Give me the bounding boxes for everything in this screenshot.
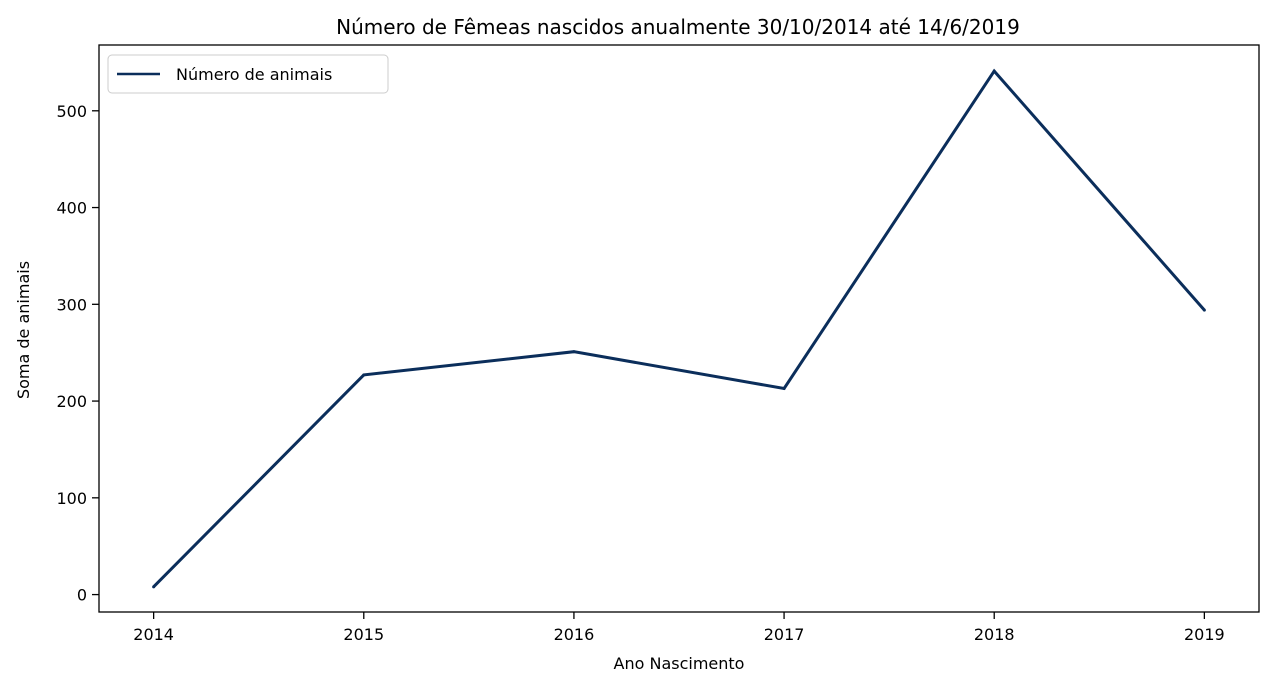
y-tick-label: 400 <box>56 199 87 218</box>
y-tick-label: 200 <box>56 392 87 411</box>
legend: Número de animais <box>107 54 389 94</box>
legend-box <box>107 54 389 94</box>
data-point <box>362 373 366 377</box>
x-tick-label: 2016 <box>554 625 595 644</box>
legend-label: Número de animais <box>176 65 332 84</box>
data-point <box>992 69 996 73</box>
data-point <box>782 386 786 390</box>
x-axis-label: Ano Nascimento <box>614 654 745 673</box>
x-tick-label: 2014 <box>133 625 174 644</box>
x-tick-label: 2019 <box>1184 625 1225 644</box>
series-line <box>152 68 1206 588</box>
y-tick-label: 0 <box>77 586 87 605</box>
x-tick-label: 2017 <box>764 625 805 644</box>
x-axis: 2014 2015 2016 2017 2018 2019 <box>133 612 1225 644</box>
x-tick-label: 2018 <box>974 625 1015 644</box>
y-axis-label: Soma de animais <box>14 261 33 399</box>
y-axis: 0 100 200 300 400 500 <box>56 102 99 605</box>
data-point <box>152 585 156 589</box>
plot-frame <box>98 44 1260 613</box>
y-tick-label: 500 <box>56 102 87 121</box>
y-tick-label: 300 <box>56 295 87 314</box>
chart-title: Número de Fêmeas nascidos anualmente 30/… <box>336 15 1020 39</box>
series-layer <box>152 68 1206 589</box>
y-tick-label: 100 <box>56 489 87 508</box>
data-point <box>572 350 576 354</box>
plot-area: 2014 2015 2016 2017 2018 2019 0 100 200 300 400 50… <box>56 44 1260 644</box>
data-point <box>1202 308 1206 312</box>
x-tick-label: 2015 <box>343 625 384 644</box>
